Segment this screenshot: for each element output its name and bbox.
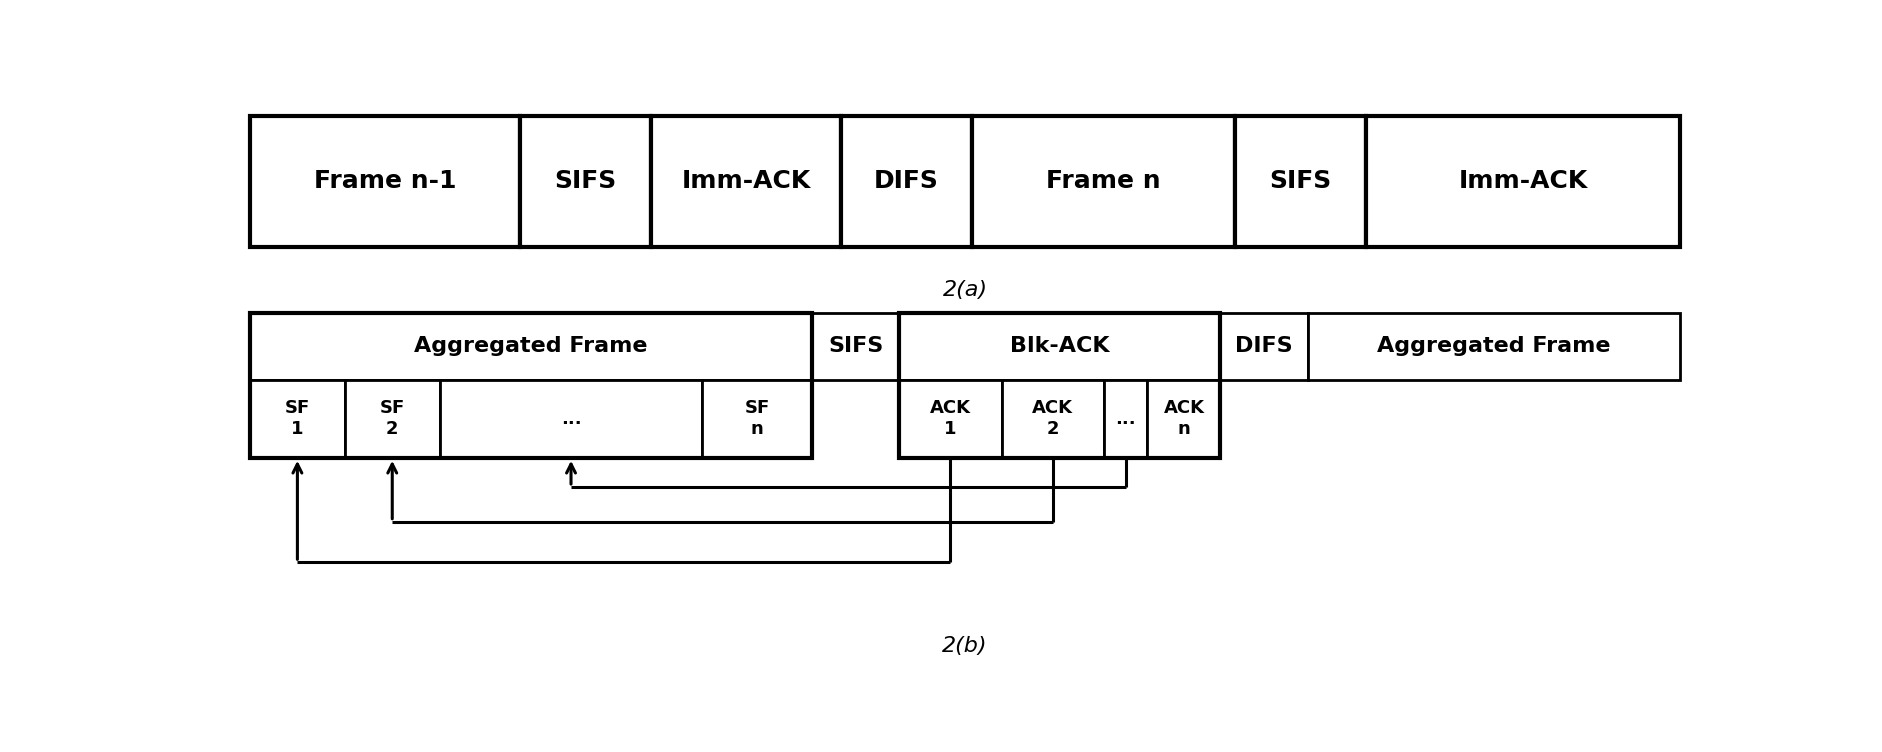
Text: ...: ...: [561, 410, 582, 428]
Bar: [250, 313, 811, 458]
Text: SIFS: SIFS: [828, 336, 883, 356]
Bar: [250, 313, 811, 380]
Text: 2(a): 2(a): [943, 280, 986, 300]
Text: ...: ...: [1114, 410, 1135, 428]
Text: 2(b): 2(b): [941, 636, 988, 656]
Text: SF
n: SF n: [743, 399, 770, 438]
Bar: [811, 313, 900, 380]
Text: Imm-ACK: Imm-ACK: [681, 169, 811, 193]
Bar: [900, 380, 1001, 458]
Bar: [971, 117, 1235, 247]
Bar: [439, 380, 702, 458]
Text: Aggregated Frame: Aggregated Frame: [1376, 336, 1609, 356]
Bar: [841, 117, 971, 247]
Bar: [1366, 117, 1679, 247]
Bar: [900, 313, 1220, 458]
Bar: [900, 313, 1220, 380]
Bar: [1001, 380, 1103, 458]
Bar: [519, 117, 651, 247]
Text: SF
2: SF 2: [380, 399, 405, 438]
Text: ACK
1: ACK 1: [930, 399, 971, 438]
Bar: [1308, 313, 1679, 380]
Text: Aggregated Frame: Aggregated Frame: [414, 336, 647, 356]
Bar: [250, 380, 344, 458]
Bar: [651, 117, 841, 247]
Text: ACK
n: ACK n: [1163, 399, 1204, 438]
Text: SF
1: SF 1: [284, 399, 311, 438]
Text: SIFS: SIFS: [1268, 169, 1331, 193]
Text: DIFS: DIFS: [873, 169, 939, 193]
Text: Frame n: Frame n: [1046, 169, 1161, 193]
Bar: [344, 380, 440, 458]
Bar: [250, 117, 519, 247]
Text: DIFS: DIFS: [1235, 336, 1293, 356]
Text: ACK
2: ACK 2: [1031, 399, 1073, 438]
Bar: [1146, 380, 1220, 458]
Text: Blk-ACK: Blk-ACK: [1009, 336, 1108, 356]
Text: Frame n-1: Frame n-1: [314, 169, 455, 193]
Bar: [702, 380, 811, 458]
Bar: [1235, 117, 1366, 247]
Text: Imm-ACK: Imm-ACK: [1459, 169, 1587, 193]
Bar: [1220, 313, 1308, 380]
Bar: [1103, 380, 1146, 458]
Text: SIFS: SIFS: [553, 169, 617, 193]
